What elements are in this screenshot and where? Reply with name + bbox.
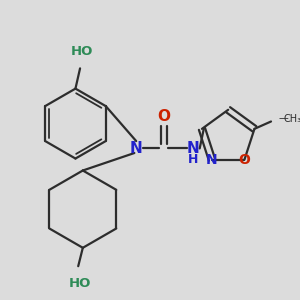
Text: HO: HO bbox=[71, 45, 93, 58]
Text: O: O bbox=[157, 109, 170, 124]
Text: HO: HO bbox=[69, 277, 91, 290]
Text: CH₃: CH₃ bbox=[284, 114, 300, 124]
Text: —: — bbox=[278, 113, 288, 123]
Text: O: O bbox=[238, 153, 250, 167]
Text: N: N bbox=[187, 141, 200, 156]
Text: N: N bbox=[130, 141, 142, 156]
Text: N: N bbox=[206, 153, 218, 167]
Text: H: H bbox=[188, 153, 198, 166]
